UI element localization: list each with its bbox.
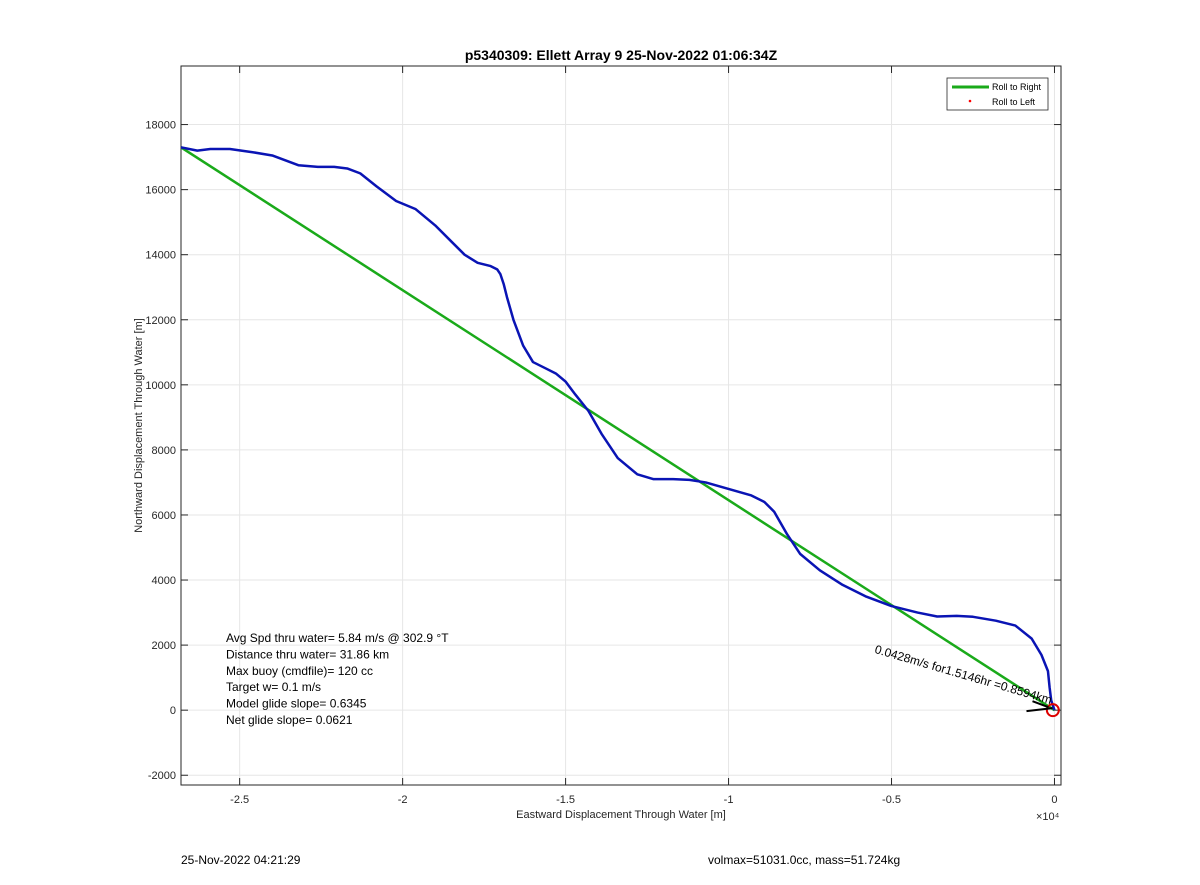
x-tick-label: -2.5	[230, 794, 249, 806]
stats-line-target-w: Target w= 0.1 m/s	[226, 680, 321, 694]
x-tick-label: -1.5	[556, 794, 575, 806]
chart-title: p5340309: Ellett Array 9 25-Nov-2022 01:…	[465, 47, 778, 63]
y-tick-label: 0	[170, 705, 176, 717]
stats-line-model-glide: Model glide slope= 0.6345	[226, 697, 367, 711]
y-tick-label: 16000	[145, 185, 176, 197]
x-tick-label: -0.5	[882, 794, 901, 806]
series-glider-track-line	[181, 146, 1056, 711]
y-tick-label: 14000	[145, 250, 176, 262]
y-axis-label: Northward Displacement Through Water [m]	[133, 318, 145, 533]
legend-entry-roll-right: Roll to Right	[992, 82, 1042, 92]
x-tick-label: -1	[724, 794, 734, 806]
stats-line-distance: Distance thru water= 31.86 km	[226, 647, 389, 661]
footer-volmax-mass: volmax=51031.0cc, mass=51.724kg	[708, 853, 901, 867]
y-tick-label: 8000	[152, 445, 176, 457]
stats-line-max-buoy: Max buoy (cmdfile)= 120 cc	[226, 664, 373, 678]
x-tick-label: -2	[398, 794, 408, 806]
y-tick-label: 2000	[152, 640, 176, 652]
y-tick-label: 18000	[145, 120, 176, 132]
x-axis-exponent: ×10⁴	[1036, 811, 1060, 823]
x-axis-label: Eastward Displacement Through Water [m]	[516, 809, 726, 821]
footer-timestamp: 25-Nov-2022 04:21:29	[181, 853, 301, 867]
stats-line-avg-speed: Avg Spd thru water= 5.84 m/s @ 302.9 °T	[226, 631, 449, 645]
legend-entry-roll-left: Roll to Left	[992, 97, 1036, 107]
x-tick-label: 0	[1051, 794, 1057, 806]
stats-line-net-glide: Net glide slope= 0.0621	[226, 713, 353, 727]
stats-annotation: Avg Spd thru water= 5.84 m/s @ 302.9 °T …	[226, 631, 449, 727]
current-vector-arrow	[1026, 707, 1053, 713]
y-tick-label: 6000	[152, 510, 176, 522]
y-tick-label: 4000	[152, 575, 176, 587]
y-tick-label: 10000	[145, 380, 176, 392]
grid-lines	[181, 66, 1061, 785]
series-roll-to-right-line	[181, 146, 1056, 712]
legend-box	[946, 77, 1049, 111]
legend-swatch-roll-left	[968, 99, 972, 103]
axis-ticks: -2.5 -2 -1.5 -1 -0.5 0 -2000 0 2000 4000 6000 8000 1…	[145, 66, 1061, 806]
plot-area	[180, 65, 1062, 786]
current-vector-arrowhead	[1032, 700, 1049, 709]
y-tick-label: -2000	[148, 770, 176, 782]
origin-circle-marker	[1045, 703, 1060, 718]
y-tick-label: 12000	[145, 315, 176, 327]
series-layer	[181, 146, 1060, 718]
legend: Roll to Right Roll to Left	[946, 77, 1049, 111]
